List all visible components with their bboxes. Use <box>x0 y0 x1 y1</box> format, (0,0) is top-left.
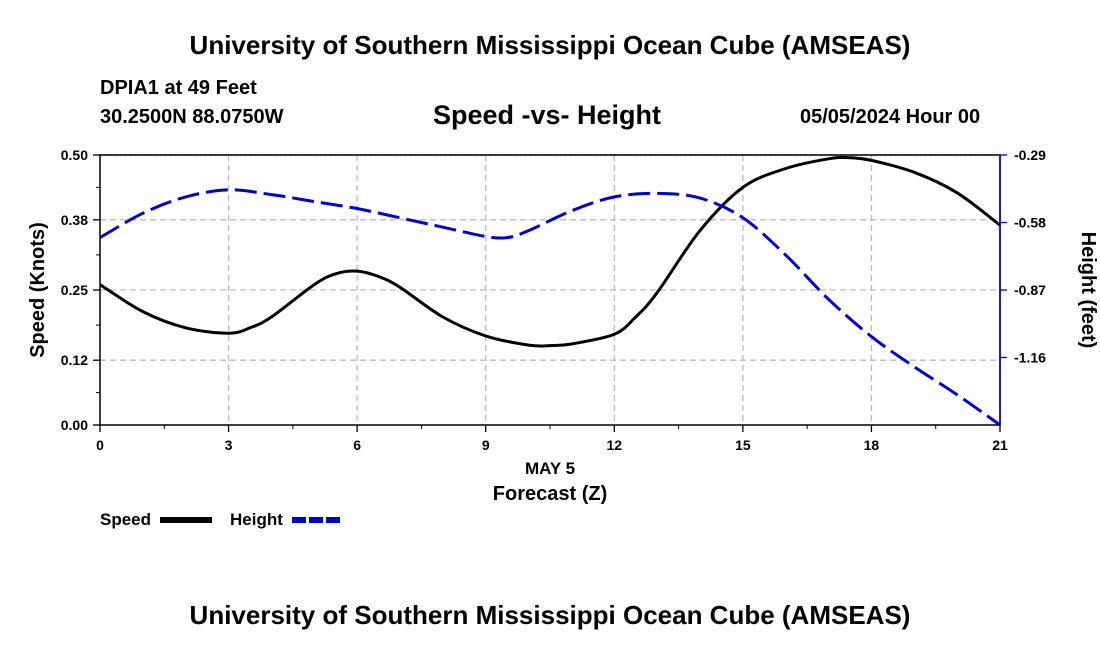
main-title: University of Southern Mississippi Ocean… <box>189 30 911 60</box>
legend: Speed Height <box>100 510 342 529</box>
series-line-speed <box>99 155 1001 348</box>
x-axis-label: Forecast (Z) <box>493 483 607 505</box>
legend-speed-label: Speed <box>100 510 151 529</box>
y2-tick-label: -0.87 <box>1014 282 1046 298</box>
footer-title: University of Southern Mississippi Ocean… <box>189 600 911 630</box>
x-tick-label: 6 <box>353 437 361 453</box>
x-tick-label: 0 <box>96 437 104 453</box>
y2-tick-label: -0.29 <box>1014 147 1046 163</box>
y-tick-label: 0.12 <box>61 352 88 368</box>
series-layer <box>99 155 1001 427</box>
y-tick-label: 0.50 <box>61 147 88 163</box>
coords-label: 30.2500N 88.0750W <box>100 106 284 128</box>
y-axis-label: Speed (Knots) <box>27 222 49 358</box>
x-tick-label: 15 <box>735 437 751 453</box>
x-tick-label: 9 <box>482 437 490 453</box>
y-tick-label: 0.25 <box>61 282 88 298</box>
x-tick-label: 18 <box>864 437 880 453</box>
x-axis-date-label: MAY 5 <box>525 459 575 478</box>
y2-axis-label: Height (feet) <box>1077 232 1099 349</box>
ticks-layer: 0 3 6 9 12 15 18 21 0.00 0.12 0.25 0.38 0.50 -0.29 -0.… <box>61 147 1046 453</box>
y-tick-label: 0.00 <box>61 417 88 433</box>
datetime-label: 05/05/2024 Hour 00 <box>800 106 981 128</box>
y-tick-label: 0.38 <box>61 212 88 228</box>
y2-tick-label: -1.16 <box>1014 350 1046 366</box>
y2-tick-label: -0.58 <box>1014 215 1046 231</box>
station-label: DPIA1 at 49 Feet <box>100 77 257 99</box>
series-line-height <box>99 188 1001 427</box>
chart-subtitle: Speed -vs- Height <box>433 100 662 130</box>
grid-layer <box>100 154 1000 425</box>
x-tick-label: 3 <box>225 437 233 453</box>
x-tick-label: 21 <box>992 437 1008 453</box>
legend-height-label: Height <box>230 510 283 529</box>
x-tick-label: 12 <box>606 437 622 453</box>
